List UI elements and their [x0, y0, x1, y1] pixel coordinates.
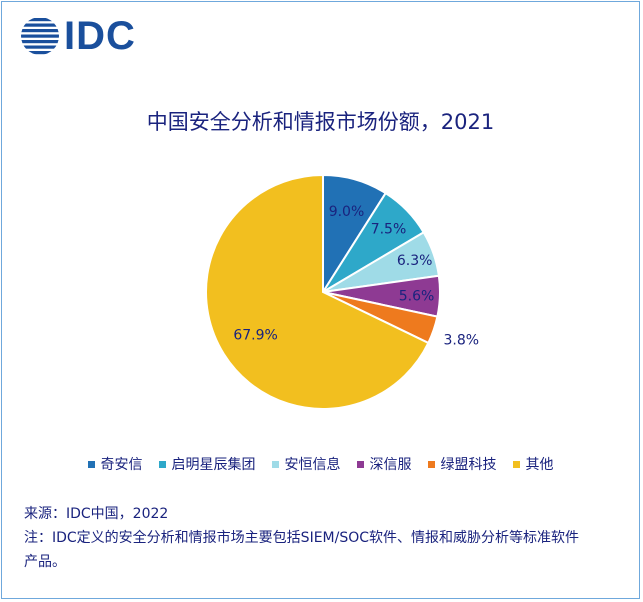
legend-swatch [512, 460, 520, 468]
legend-swatch [271, 460, 279, 468]
data-label-2: 7.5% [371, 221, 407, 237]
legend-item-5: 绿盟科技 [427, 454, 497, 474]
data-label-4: 5.6% [399, 288, 435, 304]
legend-swatch [87, 460, 95, 468]
legend-swatch [356, 460, 364, 468]
legend-swatch [158, 460, 166, 468]
data-label-3: 6.3% [397, 253, 433, 269]
data-label-1: 9.0% [329, 204, 365, 220]
note-line-2: 产品。 [24, 554, 66, 570]
globe-icon [21, 18, 59, 55]
legend-swatch [427, 460, 435, 468]
legend-item-2: 启明星辰集团 [158, 454, 256, 474]
legend-label: 深信服 [369, 457, 412, 473]
legend-label: 安恒信息 [284, 457, 341, 473]
legend-item-3: 安恒信息 [271, 454, 341, 474]
legend-item-6: 其他 [512, 454, 554, 474]
legend-label: 奇安信 [100, 457, 143, 473]
data-label-6: 67.9% [233, 327, 277, 343]
data-label-5: 3.8% [444, 333, 480, 349]
legend-label: 其他 [525, 457, 554, 473]
logo-text: IDC [64, 14, 136, 58]
legend-item-1: 奇安信 [87, 454, 143, 474]
source-text: 来源：IDC中国，2022 [24, 506, 169, 522]
idc-logo: IDC [20, 16, 136, 56]
chart-title: 中国安全分析和情报市场份额，2021 [146, 110, 495, 134]
legend-item-4: 深信服 [356, 454, 412, 474]
legend-label: 启明星辰集团 [171, 457, 256, 473]
pie-slice-6 [205, 173, 430, 410]
legend-label: 绿盟科技 [440, 457, 497, 473]
legend: 奇安信 启明星辰集团 安恒信息 深信服 绿盟科技 其他 [2, 454, 639, 474]
footnote: 来源：IDC中国，2022 注：IDC定义的安全分析和情报市场主要包括SIEM/… [24, 502, 624, 574]
note-line-1: 注：IDC定义的安全分析和情报市场主要包括SIEM/SOC软件、情报和威胁分析等… [24, 530, 580, 546]
